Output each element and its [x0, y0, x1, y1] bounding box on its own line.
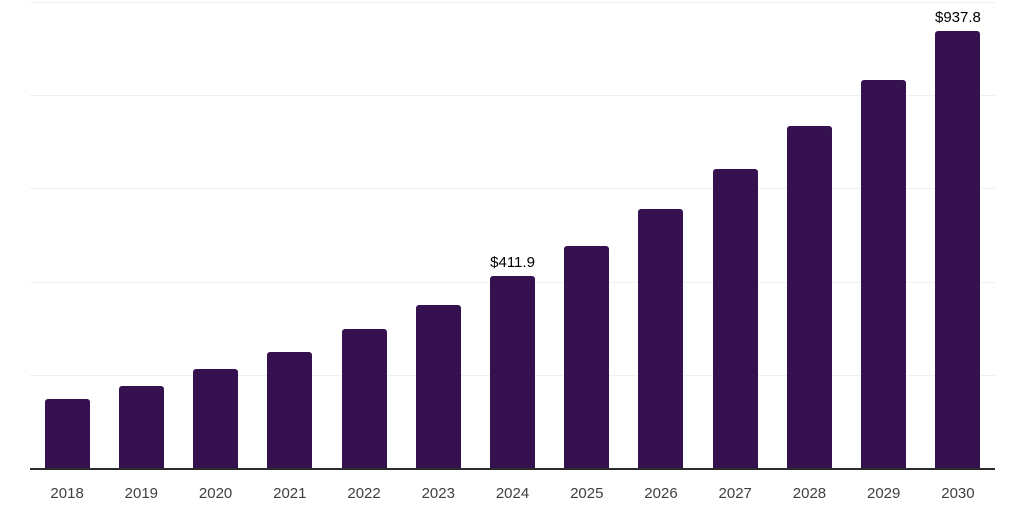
bar-2029 — [861, 79, 907, 468]
gridline-600 — [30, 188, 995, 190]
bar-slot-2029 — [847, 2, 921, 468]
bar-2024 — [490, 276, 536, 468]
bar-2018 — [44, 398, 90, 468]
x-tick-label-2018: 2018 — [50, 485, 84, 502]
x-tick-label-2023: 2023 — [421, 485, 455, 502]
bar-2026 — [638, 209, 684, 468]
gridline-1000 — [30, 2, 995, 3]
bar-slot-2026 — [624, 2, 698, 468]
gridline-800 — [30, 95, 995, 97]
plot-area: $411.9 $937.8 — [30, 2, 995, 470]
bar-2023 — [415, 305, 461, 468]
bar-2030 — [935, 31, 981, 468]
x-tick-label-2026: 2026 — [644, 485, 678, 502]
bar-2022 — [341, 329, 387, 468]
x-tick-label-2028: 2028 — [792, 485, 827, 502]
x-tick-label-2030: 2030 — [941, 485, 975, 502]
bar-slot-2021 — [253, 2, 327, 468]
bar-slot-2030: $937.8 — [921, 2, 995, 468]
x-tick-label-2027: 2027 — [718, 485, 752, 502]
x-axis-labels: 2018 2019 2020 2021 2022 2023 2024 2025 2026 2027… — [30, 470, 995, 502]
bar-2028 — [786, 125, 832, 468]
bar-2027 — [712, 169, 758, 468]
bar-slot-2027 — [698, 2, 772, 468]
x-tick-label-2025: 2025 — [570, 485, 604, 502]
bars-row: $411.9 $937.8 — [30, 2, 995, 468]
bar-slot-2020 — [178, 2, 252, 468]
x-tick-label-2029: 2029 — [867, 485, 901, 502]
bar-slot-2028 — [772, 2, 846, 468]
bar-2019 — [118, 385, 164, 468]
bar-slot-2023 — [401, 2, 475, 468]
bar-slot-2019 — [104, 2, 178, 468]
bar-slot-2024: $411.9 — [475, 2, 549, 468]
bar-value-label-2024: $411.9 — [490, 254, 535, 272]
bar-2021 — [267, 351, 313, 468]
bar-2025 — [564, 246, 610, 468]
x-tick-label-2022: 2022 — [347, 485, 381, 502]
x-tick-label-2019: 2019 — [124, 485, 159, 502]
bar-slot-2022 — [327, 2, 401, 468]
x-tick-label-2021: 2021 — [273, 485, 307, 502]
bar-slot-2025 — [550, 2, 624, 468]
x-tick-label-2020: 2020 — [198, 485, 233, 502]
bar-value-label-2030: $937.8 — [934, 9, 981, 26]
x-tick-label-2024: 2024 — [495, 485, 530, 502]
bar-2020 — [193, 368, 239, 468]
bar-slot-2018 — [30, 2, 104, 468]
